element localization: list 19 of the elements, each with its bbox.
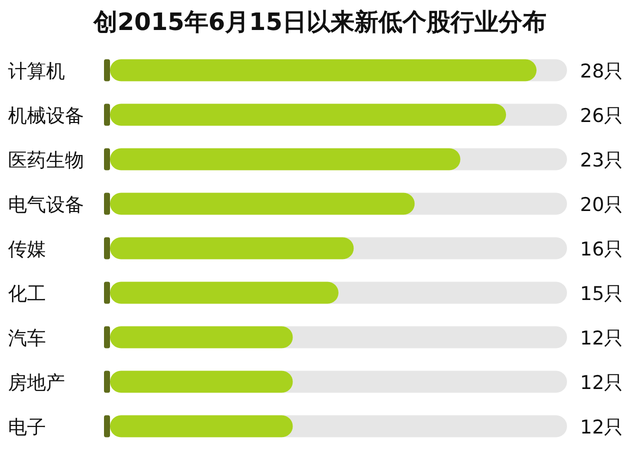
- y-tick-label: 电子: [8, 416, 46, 438]
- data-label: 12只: [580, 416, 624, 438]
- y-tick-label: 机械设备: [8, 104, 84, 127]
- data-label: 26只: [580, 104, 624, 127]
- chart-title: 创2015年6月15日以来新低个股行业分布: [92, 8, 546, 36]
- data-label: 20只: [580, 194, 624, 216]
- data-label: 12只: [580, 327, 624, 350]
- y-tick-label: 医药生物: [8, 149, 84, 172]
- y-tick-label: 电气设备: [8, 194, 84, 216]
- y-tick-label: 传媒: [8, 238, 46, 260]
- data-label: 23只: [580, 149, 624, 172]
- data-label: 28只: [580, 60, 624, 82]
- y-tick-label: 化工: [8, 282, 46, 305]
- data-label: 16只: [580, 238, 624, 260]
- y-tick-label: 计算机: [8, 60, 65, 82]
- data-label: 12只: [580, 372, 624, 394]
- y-tick-label: 房地产: [8, 372, 65, 394]
- y-tick-label: 汽车: [8, 327, 46, 350]
- data-label: 15只: [580, 282, 624, 305]
